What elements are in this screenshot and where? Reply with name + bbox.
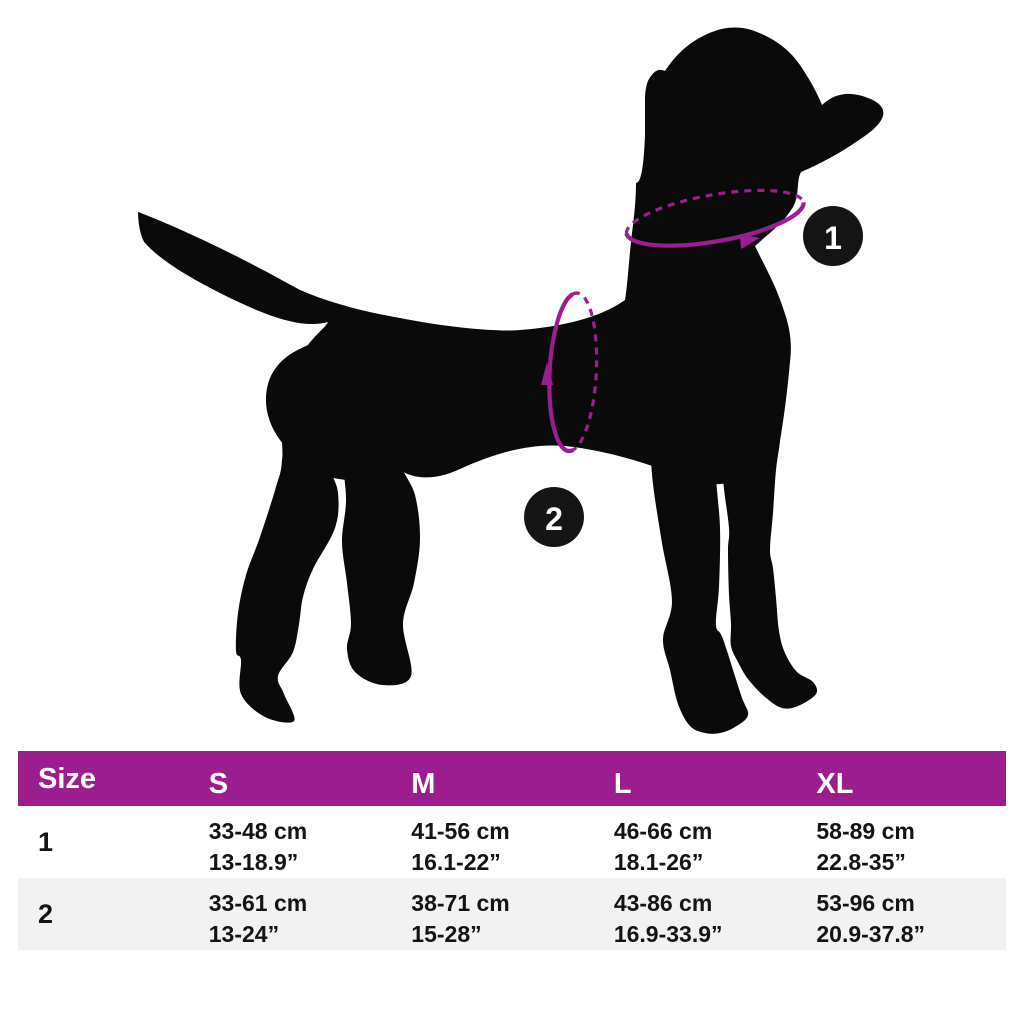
svg-text:1: 1 [824,220,842,256]
svg-text:2: 2 [545,501,563,537]
